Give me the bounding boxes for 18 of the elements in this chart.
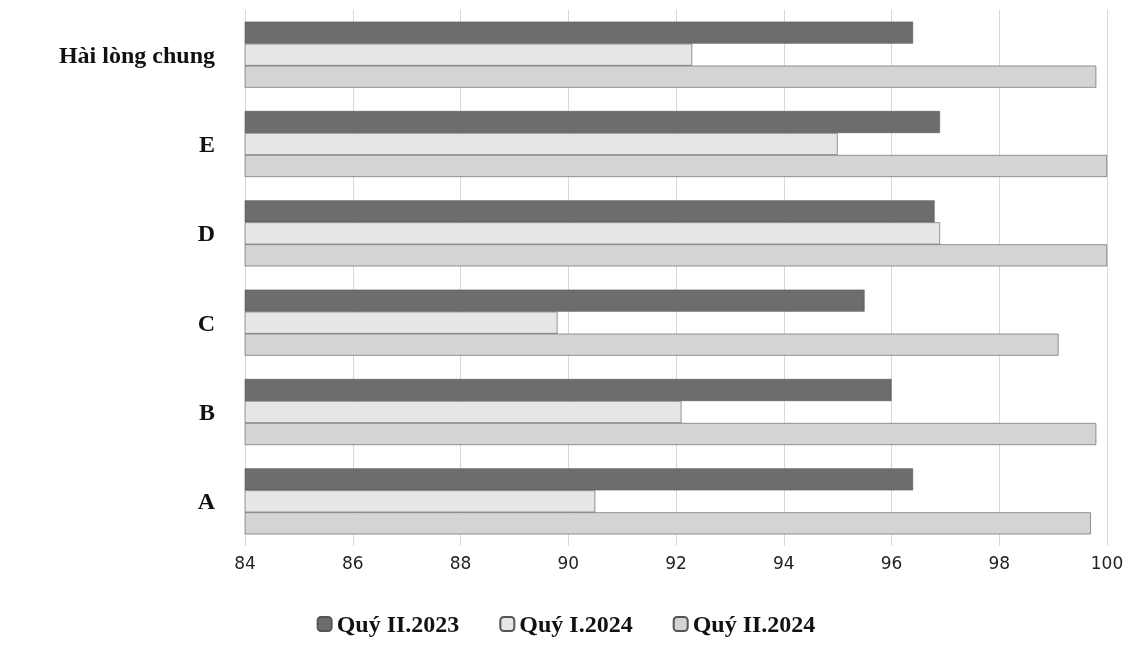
x-tick-label: 90	[557, 552, 580, 573]
x-tick-label: 98	[988, 552, 1011, 573]
legend-label: Quý II.2024	[692, 611, 816, 637]
y-tick-label: D	[197, 220, 215, 247]
x-tick-label: 94	[772, 552, 795, 573]
x-tick-label: 86	[341, 552, 364, 573]
x-tick-label: 88	[449, 552, 472, 573]
x-tick-label: 84	[234, 552, 256, 573]
x-tick-label: 92	[665, 552, 687, 573]
y-tick-label: Hài lòng chung	[58, 41, 215, 68]
y-tick-label: B	[198, 399, 215, 425]
legend-label: Quý II.2023	[336, 611, 460, 637]
y-tick-label: A	[197, 488, 216, 515]
x-tick-label: 100	[1090, 552, 1124, 573]
legend-label: Quý I.2024	[519, 611, 633, 637]
y-tick-label: E	[198, 131, 215, 157]
y-tick-label: C	[197, 309, 215, 336]
x-tick-label: 96	[880, 552, 903, 573]
